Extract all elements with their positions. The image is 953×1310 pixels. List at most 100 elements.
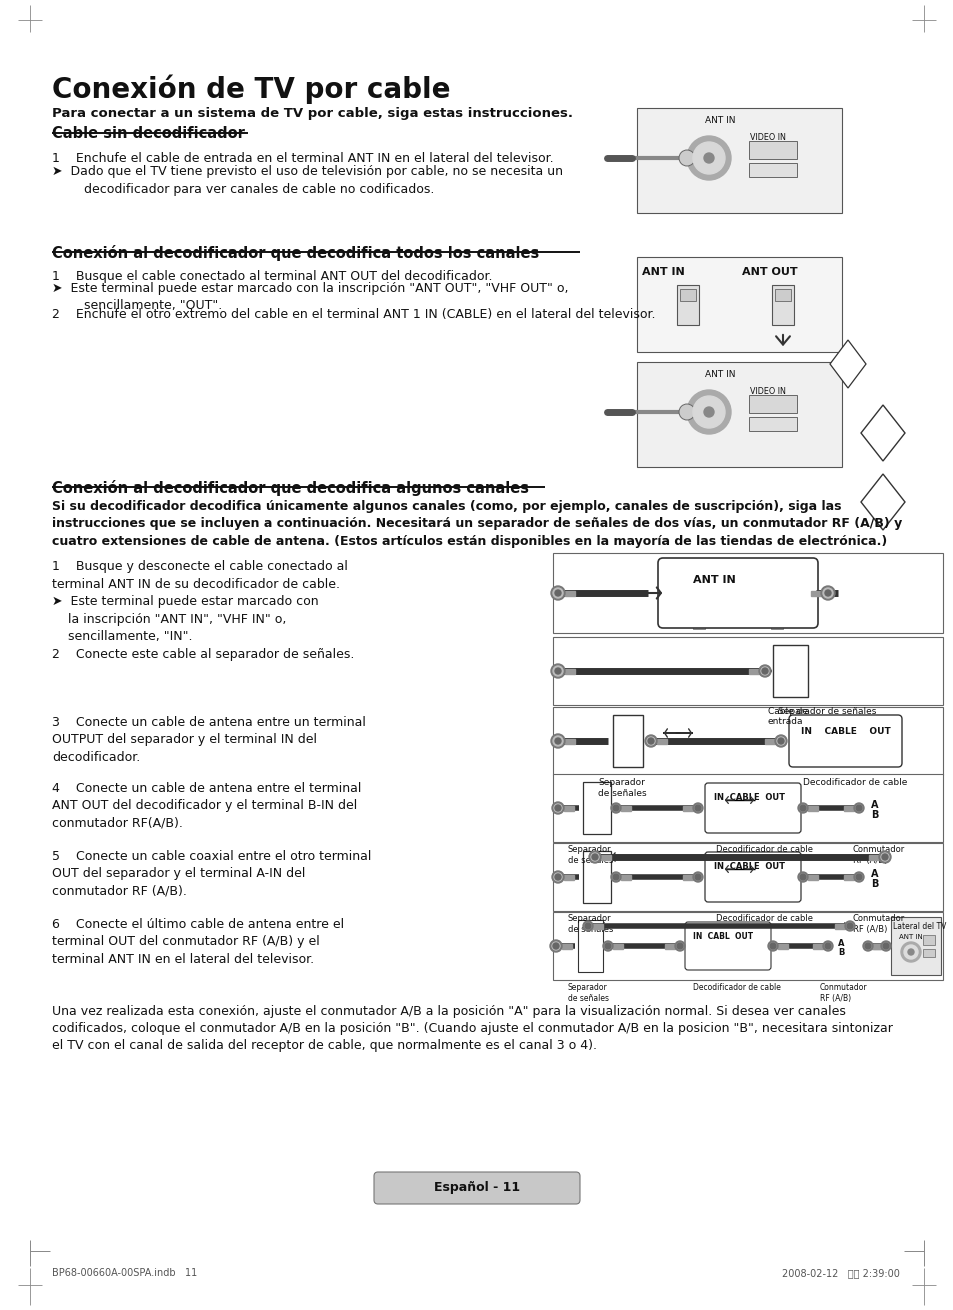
Circle shape xyxy=(903,945,917,959)
Text: Cable de: Cable de xyxy=(767,707,807,717)
Circle shape xyxy=(647,738,654,744)
Circle shape xyxy=(800,806,805,811)
Circle shape xyxy=(613,874,618,880)
Circle shape xyxy=(855,874,862,880)
Circle shape xyxy=(824,943,830,948)
Circle shape xyxy=(821,586,834,600)
Text: Conmutador
RF (A/B): Conmutador RF (A/B) xyxy=(852,845,904,865)
Polygon shape xyxy=(861,474,904,531)
Text: ANT IN: ANT IN xyxy=(641,267,684,276)
Circle shape xyxy=(686,390,730,434)
Text: Separador
de señales: Separador de señales xyxy=(567,982,608,1003)
Text: Separador
de señales: Separador de señales xyxy=(598,778,646,798)
Text: IN  CABLE  OUT: IN CABLE OUT xyxy=(713,793,784,802)
Circle shape xyxy=(769,943,775,948)
Circle shape xyxy=(800,874,805,880)
Circle shape xyxy=(864,943,870,948)
Bar xyxy=(580,926,588,937)
Bar xyxy=(776,652,788,669)
Circle shape xyxy=(552,802,563,814)
Bar xyxy=(748,668,759,673)
Bar xyxy=(770,624,782,629)
Bar xyxy=(564,739,575,744)
Text: ➤  Este terminal puede estar marcado con la inscripción "ANT OUT", "VHF OUT" o,
: ➤ Este terminal puede estar marcado con … xyxy=(52,282,568,313)
Bar xyxy=(617,723,626,738)
Circle shape xyxy=(555,668,560,675)
FancyBboxPatch shape xyxy=(658,558,817,627)
Polygon shape xyxy=(861,405,904,461)
Bar xyxy=(682,806,692,811)
Bar xyxy=(593,924,602,929)
Circle shape xyxy=(604,943,610,948)
Circle shape xyxy=(550,941,561,952)
Bar xyxy=(664,943,675,948)
Text: ANT IN: ANT IN xyxy=(704,117,735,124)
Circle shape xyxy=(584,924,590,929)
Text: Conexión de TV por cable: Conexión de TV por cable xyxy=(52,75,450,105)
Text: Decodificador de cable: Decodificador de cable xyxy=(716,845,812,854)
Bar xyxy=(692,624,704,629)
Bar xyxy=(553,774,942,842)
Circle shape xyxy=(846,924,852,929)
Circle shape xyxy=(864,943,870,948)
Text: A: A xyxy=(870,800,878,810)
Circle shape xyxy=(679,151,695,166)
Text: IN  CABLE  OUT: IN CABLE OUT xyxy=(713,862,784,871)
Circle shape xyxy=(584,924,590,929)
Bar xyxy=(563,806,574,811)
Bar xyxy=(553,553,942,633)
Circle shape xyxy=(644,735,657,747)
Bar xyxy=(582,852,610,903)
Circle shape xyxy=(822,941,832,951)
Text: Español - 11: Español - 11 xyxy=(434,1182,519,1193)
Text: BP68-00660A-00SPA.indb   11: BP68-00660A-00SPA.indb 11 xyxy=(52,1268,197,1279)
Bar xyxy=(637,362,841,466)
Bar xyxy=(617,745,626,758)
Circle shape xyxy=(900,942,920,962)
Bar xyxy=(637,257,841,352)
Text: 1    Busque el cable conectado al terminal ANT OUT del decodificador.: 1 Busque el cable conectado al terminal … xyxy=(52,270,492,283)
Circle shape xyxy=(692,872,702,882)
FancyBboxPatch shape xyxy=(704,783,801,833)
Text: ANT IN: ANT IN xyxy=(898,934,922,941)
Text: Cable sin decodificador: Cable sin decodificador xyxy=(52,126,245,141)
Text: ANT IN: ANT IN xyxy=(692,575,735,586)
Bar xyxy=(834,924,844,929)
Text: Conexión al decodificador que decodifica algunos canales: Conexión al decodificador que decodifica… xyxy=(52,479,529,496)
Bar xyxy=(553,844,942,910)
Text: Conmutador
RF (A/B): Conmutador RF (A/B) xyxy=(852,914,904,934)
Circle shape xyxy=(610,803,620,814)
FancyBboxPatch shape xyxy=(788,715,901,766)
Text: Separador
de señales: Separador de señales xyxy=(567,914,613,934)
Circle shape xyxy=(855,806,862,811)
Circle shape xyxy=(588,852,600,863)
Bar xyxy=(890,917,940,975)
Bar xyxy=(553,912,942,980)
Circle shape xyxy=(882,943,888,948)
Text: 6    Conecte el último cable de antena entre el
terminal OUT del conmutador RF (: 6 Conecte el último cable de antena entr… xyxy=(52,918,344,965)
Text: B: B xyxy=(870,810,878,820)
Bar xyxy=(580,955,588,965)
Text: Decodificador de cable: Decodificador de cable xyxy=(692,982,781,992)
Text: Si su decodificador decodifica únicamente algunos canales (como, por ejemplo, ca: Si su decodificador decodifica únicament… xyxy=(52,500,902,548)
Text: IN  CABL  OUT: IN CABL OUT xyxy=(692,931,752,941)
Circle shape xyxy=(613,806,618,811)
Text: ANT IN: ANT IN xyxy=(704,369,735,379)
Bar xyxy=(553,637,942,705)
Circle shape xyxy=(769,943,775,948)
Circle shape xyxy=(759,665,770,677)
Circle shape xyxy=(554,804,561,812)
Bar xyxy=(776,673,788,689)
Circle shape xyxy=(677,943,682,948)
Circle shape xyxy=(553,665,562,676)
Circle shape xyxy=(554,872,561,882)
Bar xyxy=(553,707,942,776)
FancyBboxPatch shape xyxy=(704,852,801,903)
FancyBboxPatch shape xyxy=(684,922,770,969)
Bar xyxy=(585,884,595,896)
Circle shape xyxy=(551,664,564,679)
Circle shape xyxy=(760,667,768,675)
FancyBboxPatch shape xyxy=(374,1172,579,1204)
Text: VIDEO IN: VIDEO IN xyxy=(749,134,785,141)
Text: Una vez realizada esta conexión, ajuste el conmutador A/B a la posición "A" para: Una vez realizada esta conexión, ajuste … xyxy=(52,1005,892,1052)
